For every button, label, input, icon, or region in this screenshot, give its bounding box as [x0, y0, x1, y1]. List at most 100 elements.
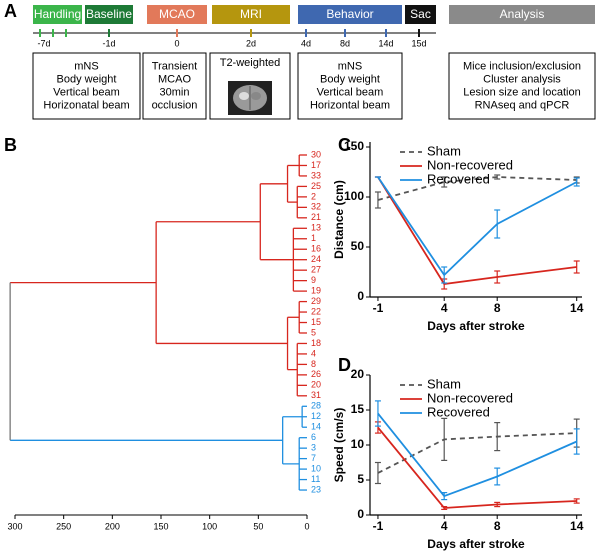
leaf-label: 15 — [311, 317, 321, 327]
phase-label: Baseline — [86, 7, 132, 21]
mri-image — [228, 81, 272, 115]
y-tick-label: 0 — [357, 289, 364, 303]
timeline-tick-label: 0 — [174, 38, 179, 48]
y-axis-title: Speed (cm/s) — [332, 408, 346, 483]
y-tick-label: 150 — [344, 139, 364, 153]
leaf-label: 12 — [311, 411, 321, 421]
phase-label: MCAO — [159, 7, 195, 21]
y-tick-label: 15 — [351, 402, 365, 416]
leaf-label: 13 — [311, 223, 321, 233]
phase-box — [212, 5, 290, 24]
error-bar — [441, 176, 448, 188]
description-box — [448, 52, 596, 120]
leaf-label: 6 — [311, 432, 316, 442]
x-tick-label: 14 — [570, 519, 584, 533]
description-line: Horizontal beam — [310, 99, 390, 111]
leaf-label: 33 — [311, 170, 321, 180]
phase-label: Analysis — [500, 7, 545, 21]
leaf-label: 29 — [311, 296, 321, 306]
description-line: Body weight — [320, 73, 380, 85]
x-tick-label: 300 — [7, 521, 22, 531]
error-bar — [441, 506, 448, 510]
y-tick-label: 10 — [351, 437, 365, 451]
leaf-label: 22 — [311, 306, 321, 316]
panel-label: D — [338, 355, 351, 375]
leaf-label: 3 — [311, 443, 316, 453]
leaf-label: 1 — [311, 233, 316, 243]
error-bar — [573, 177, 580, 187]
panel-label: A — [4, 1, 17, 21]
leaf-label: 2 — [311, 191, 316, 201]
x-tick-label: 50 — [253, 521, 263, 531]
description-line: Horizonatal beam — [43, 99, 129, 111]
leaf-label: 8 — [311, 359, 316, 369]
leaf-label: 19 — [311, 285, 321, 295]
description-box — [297, 52, 403, 120]
y-tick-label: 50 — [351, 239, 365, 253]
series-line — [377, 412, 578, 498]
description-line: mNS — [338, 60, 362, 72]
description-line: RNAseq and qPCR — [475, 99, 570, 111]
phase-label: Sac — [410, 7, 431, 21]
leaf-label: 21 — [311, 212, 321, 222]
y-axis-title: Distance (cm) — [332, 180, 346, 259]
leaf-label: 9 — [311, 275, 316, 285]
phase-label: Handling — [34, 7, 81, 21]
timeline-tick-label: 4d — [301, 38, 311, 48]
x-tick-label: 250 — [56, 521, 71, 531]
phase-label: MRI — [240, 7, 262, 21]
description-line: mNS — [74, 60, 98, 72]
y-tick-label: 20 — [351, 367, 365, 381]
x-tick-label: 8 — [494, 519, 501, 533]
error-bar — [494, 422, 501, 452]
description-line: occlusion — [152, 99, 198, 111]
timeline-tick-label: 15d — [411, 38, 426, 48]
timeline-tick-label: 14d — [378, 38, 393, 48]
x-axis-title: Days after stroke — [427, 319, 525, 333]
error-bar — [441, 417, 448, 461]
description-box — [142, 52, 207, 120]
description-line: Cluster analysis — [483, 73, 561, 85]
leaf-label: 32 — [311, 202, 321, 212]
x-tick-label: 4 — [441, 519, 448, 533]
x-axis-title: Days after stroke — [427, 537, 525, 551]
leaf-label: 17 — [311, 160, 321, 170]
leaf-label: 30 — [311, 149, 321, 159]
leaf-label: 31 — [311, 390, 321, 400]
leaf-label: 27 — [311, 265, 321, 275]
timeline-tick-label: 2d — [246, 38, 256, 48]
description-line: Vertical beam — [53, 86, 120, 98]
leaf-label: 11 — [311, 474, 320, 484]
panel-label: B — [4, 135, 17, 155]
x-tick-label: 4 — [441, 301, 448, 315]
error-bar — [494, 174, 501, 180]
leaf-label: 18 — [311, 338, 321, 348]
leaf-label: 26 — [311, 369, 321, 379]
timeline-tick-label: -7d — [37, 38, 50, 48]
timeline-tick-label: -1d — [102, 38, 115, 48]
description-line: Vertical beam — [317, 86, 384, 98]
x-tick-label: 8 — [494, 301, 501, 315]
x-tick-label: 200 — [105, 521, 120, 531]
x-tick-label: 0 — [304, 521, 309, 531]
leaf-label: 14 — [311, 422, 321, 432]
leaf-label: 4 — [311, 348, 316, 358]
description-line: Lesion size and location — [463, 86, 580, 98]
description-line: MCAO — [158, 73, 191, 85]
phase-box — [298, 5, 402, 24]
x-tick-label: 14 — [570, 301, 584, 315]
leaf-label: 10 — [311, 463, 321, 473]
description-line: T2-weighted — [220, 57, 281, 69]
y-tick-label: 100 — [344, 189, 364, 203]
leaf-label: 5 — [311, 327, 316, 337]
legend-label: Recovered — [427, 404, 490, 419]
description-line: Body weight — [57, 73, 117, 85]
error-bar — [494, 501, 501, 508]
leaf-label: 28 — [311, 401, 321, 411]
x-tick-label: -1 — [373, 301, 384, 315]
description-line: 30min — [160, 86, 190, 98]
y-tick-label: 0 — [357, 507, 364, 521]
phase-box — [147, 5, 207, 24]
phase-box — [449, 5, 595, 24]
